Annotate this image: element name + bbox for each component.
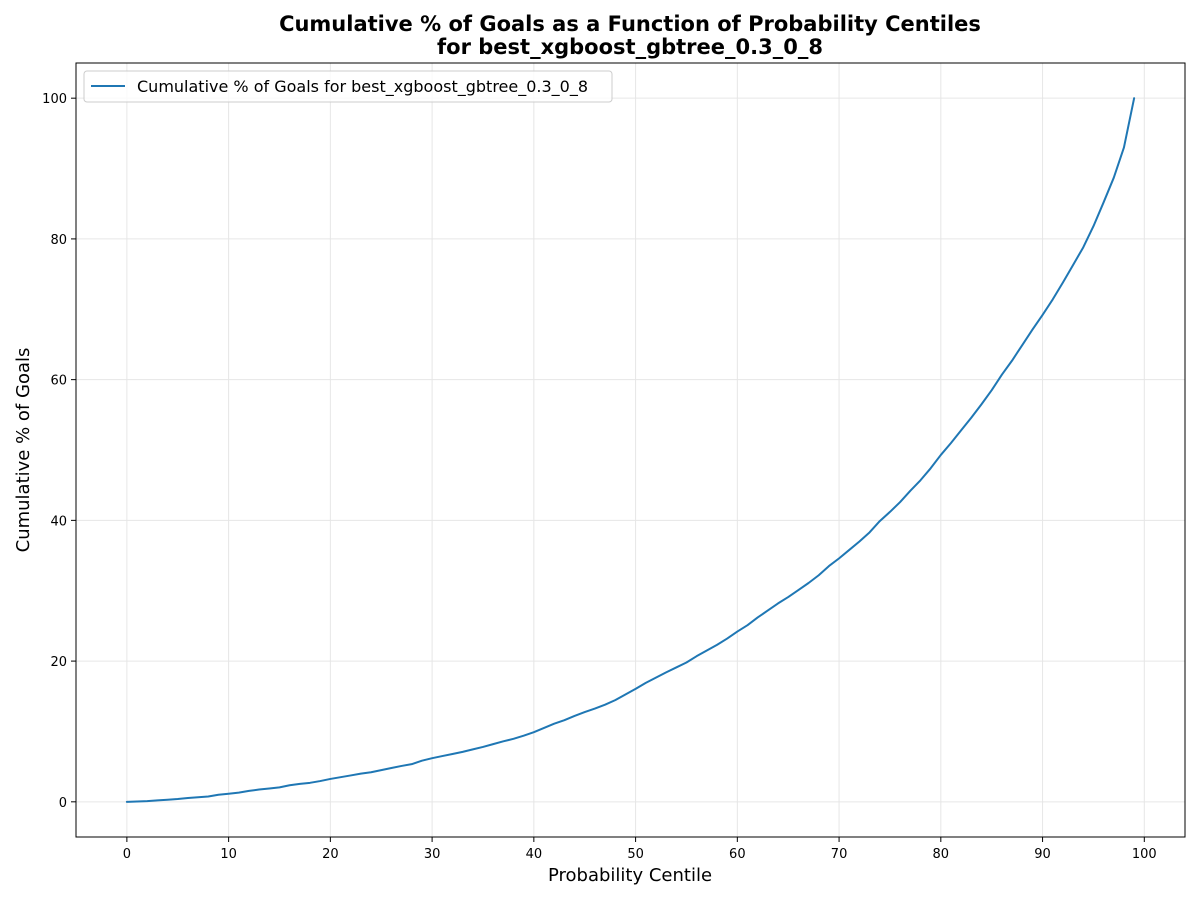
grid-lines	[76, 63, 1185, 837]
y-tick-label: 40	[50, 514, 67, 529]
x-tick-label: 40	[526, 847, 543, 862]
legend: Cumulative % of Goals for best_xgboost_g…	[83, 70, 613, 103]
legend-entry-label: Cumulative % of Goals for best_xgboost_g…	[137, 77, 588, 97]
series-layer	[125, 97, 1136, 803]
x-tick-label: 0	[123, 847, 131, 862]
series-line-0	[125, 97, 1136, 803]
x-tick-label: 100	[1132, 847, 1157, 862]
y-tick-label: 0	[59, 796, 67, 811]
x-axis-label: Probability Centile	[548, 865, 712, 886]
axis-ticks: 0 10 20 30 40 50 60 70 80 90 100 0 20 40 60 80 100	[42, 92, 1157, 862]
x-tick-label: 30	[424, 847, 441, 862]
y-axis-label: Cumulative % of Goals	[13, 348, 34, 553]
x-tick-label: 50	[627, 847, 644, 862]
y-tick-label: 80	[50, 233, 67, 248]
y-tick-label: 20	[50, 655, 67, 670]
plot-area-frame	[75, 62, 1186, 838]
chart-title: Cumulative % of Goals as a Function of P…	[279, 12, 981, 36]
x-tick-label: 20	[322, 847, 339, 862]
y-tick-label: 100	[42, 92, 67, 107]
y-tick-label: 60	[50, 374, 67, 389]
x-tick-label: 80	[933, 847, 950, 862]
x-tick-label: 70	[831, 847, 848, 862]
x-tick-label: 10	[220, 847, 237, 862]
x-tick-label: 90	[1034, 847, 1051, 862]
x-tick-label: 60	[729, 847, 746, 862]
chart-subtitle: for best_xgboost_gbtree_0.3_0_8	[437, 35, 823, 59]
legend-box	[83, 70, 613, 103]
